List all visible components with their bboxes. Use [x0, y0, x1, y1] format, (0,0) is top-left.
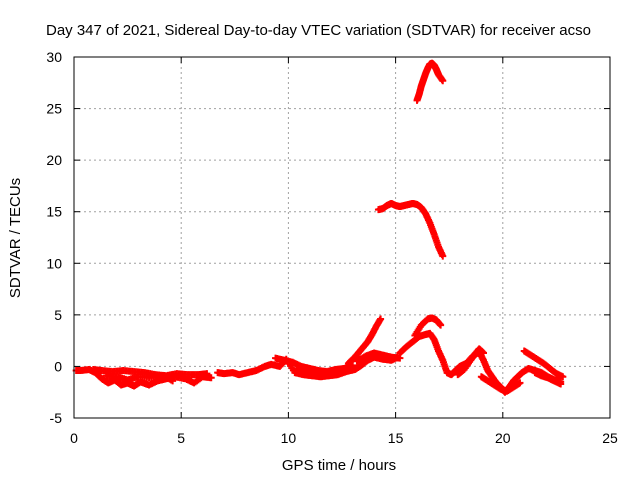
- axis-ticks: 0 5 10 15 20 25 -5 0 5 10 15 20 25 30: [46, 49, 618, 446]
- sdtvar-15: [374, 199, 447, 260]
- data-point: [439, 252, 447, 260]
- plot-frame: [73, 56, 611, 419]
- sdtvar-tail-c: [520, 347, 567, 381]
- y-tick-label: 25: [46, 101, 62, 117]
- y-tick-label: 0: [54, 358, 62, 374]
- sdtvar-peak-b: [411, 314, 445, 339]
- data-point: [203, 370, 211, 378]
- data-point: [516, 379, 524, 387]
- y-tick-label: 10: [46, 255, 62, 271]
- sdtvar-mid-c: [293, 364, 344, 378]
- sdtvar-tail-a: [454, 345, 488, 379]
- sdtvar-28: [413, 59, 447, 104]
- data-point: [207, 374, 215, 382]
- chart-title: Day 347 of 2021, Sidereal Day-to-day VTE…: [46, 22, 591, 39]
- data-point: [169, 377, 177, 385]
- data-point: [377, 315, 385, 323]
- sdtvar-rise-b: [353, 349, 404, 365]
- x-tick-label: 5: [177, 430, 185, 446]
- x-tick-label: 25: [602, 430, 618, 446]
- sdtvar-tail-d: [531, 369, 565, 388]
- sdtvar-tail-b: [477, 373, 524, 395]
- x-tick-label: 10: [281, 430, 297, 446]
- data-point: [480, 349, 488, 357]
- sdtvar-low: [72, 366, 215, 390]
- y-axis-title: SDTVAR / TECUs: [7, 178, 24, 298]
- data-point: [559, 373, 567, 381]
- data-point: [437, 321, 445, 329]
- y-tick-label: 30: [46, 49, 62, 65]
- y-tick-label: 20: [46, 152, 62, 168]
- sdtvar-low-c: [102, 372, 177, 385]
- data-point: [557, 380, 565, 388]
- y-tick-label: 5: [54, 307, 62, 323]
- y-tick-label: -5: [50, 410, 63, 426]
- data-point: [439, 77, 447, 85]
- sdtvar-rise: [344, 315, 385, 367]
- data-series: [72, 59, 567, 396]
- x-tick-label: 20: [495, 430, 511, 446]
- x-tick-label: 15: [388, 430, 404, 446]
- y-tick-label: 15: [46, 204, 62, 220]
- data-point: [336, 369, 344, 377]
- x-tick-label: 0: [70, 430, 78, 446]
- grid-lines: [74, 57, 610, 418]
- x-axis-title: GPS time / hours: [282, 457, 396, 474]
